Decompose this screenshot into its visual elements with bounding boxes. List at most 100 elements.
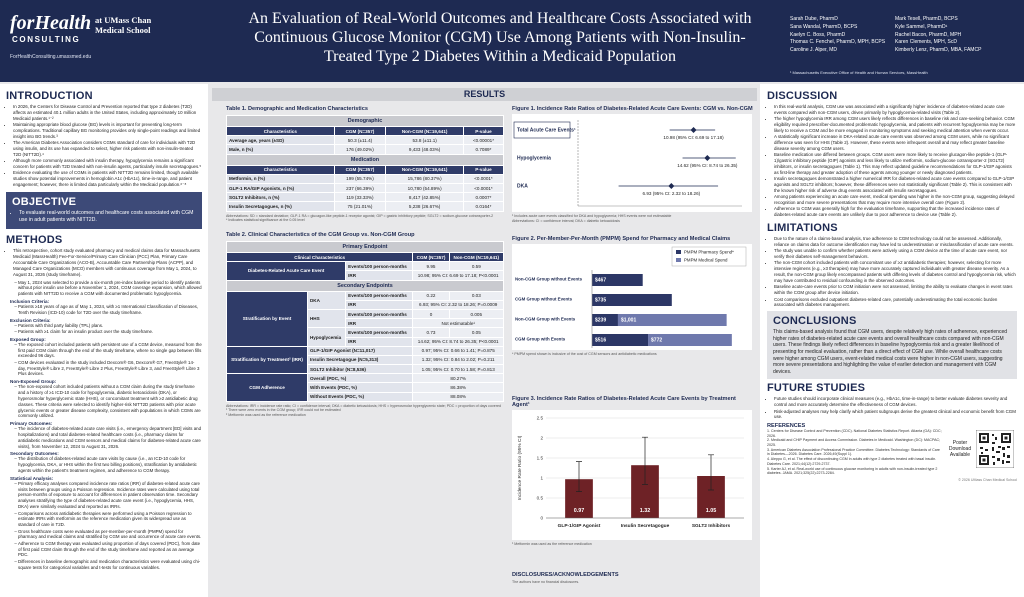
figure2: PMPM Pharmacy Spend* PMPM Medical Spend No… xyxy=(512,244,752,350)
bullet-list: Future studies should incorporate clinic… xyxy=(767,396,1017,420)
x-tick-label: SGLT2 Inhibitors xyxy=(692,523,731,529)
cell: Primary Endpoint xyxy=(226,241,504,253)
table-title: Table 2. Clinical Characteristics of the… xyxy=(226,232,415,238)
list-item: 1. Centers for Disease Control and Preve… xyxy=(767,429,942,438)
download: Poster Download Available xyxy=(947,423,1017,476)
bullet: Risk-adjusted analyses may help clarify … xyxy=(774,409,1017,421)
bullet: Although more commonly associated with i… xyxy=(13,158,202,170)
cell: 0.7089* xyxy=(462,144,505,155)
cell: <0.0001* xyxy=(462,182,505,194)
section-title: FUTURE STUDIES xyxy=(767,382,866,395)
legend-box xyxy=(671,246,747,267)
figure2-block: Figure 2. Per-Member-Per-Month (PMPM) Sp… xyxy=(512,236,754,357)
error-bar xyxy=(576,461,582,492)
cell: HHS xyxy=(306,308,347,329)
cell: 6.93; 95% CI: 2.32 to 18.26; P=0.0009 xyxy=(412,299,504,310)
list-item: Mark Tesell, PharmD, BCPS xyxy=(895,16,958,22)
bullet: Primary efficacy analyses compared incid… xyxy=(18,481,202,510)
list-item: Kyle Sammel, PharmD¹ xyxy=(895,23,948,30)
footnote: * PMPM spend shown is inclusive of the c… xyxy=(512,352,657,356)
cell: 237 (66.39%) xyxy=(333,182,387,194)
table2-block: Table 2. Clinical Characteristics of the… xyxy=(225,232,505,418)
bullet: The higher hypoglycemia IRR among CGM us… xyxy=(774,116,1017,133)
category-label: Non-CGM Group with Events xyxy=(515,317,576,322)
data-row: GLP-1 RA/GIP Agonists, n (%) 237 (66.39%)… xyxy=(226,182,505,194)
data-row: IRR 10.98; 95% CI: 6.69 to 17.18; P<0.000… xyxy=(227,270,504,281)
value-label: $467 xyxy=(595,278,606,284)
bullet: Adherence to CGM was generally high for … xyxy=(774,206,1017,218)
list-item: 5. Karter AJ, et al. Real-world use of c… xyxy=(767,466,938,476)
footnote: ¹ There were zero events in the CGM grou… xyxy=(226,408,341,413)
cell: 10.98; 95% CI: 6.69 to 17.18; P<0.0001 xyxy=(412,270,504,281)
legend-label: PMPM Pharmacy Spend* xyxy=(684,250,734,255)
bullet: Baseline acute-care events prior to CGM … xyxy=(774,284,1017,296)
data-row: CGM Adherence Overall (PDC, %) 80.27% xyxy=(226,373,504,402)
bullet: This retrospective, cohort study evaluat… xyxy=(13,248,202,277)
column-header: CGM (N=357) xyxy=(333,164,387,175)
references: REFERENCES 1. Centers for Disease Contro… xyxy=(767,423,943,476)
bullet: Among patients experiencing an acute car… xyxy=(774,194,1017,206)
footnote: Abbreviations: IRR = incidence rate rati… xyxy=(226,403,501,408)
column-header: Characteristics xyxy=(226,125,335,137)
section-title: CONCLUSIONS xyxy=(773,315,857,328)
error-bar xyxy=(708,454,714,491)
value-label: 10.98 (95% CI: 6.69 to 17.18) xyxy=(663,135,724,140)
cell: 80.27% xyxy=(412,373,504,384)
y-tick-label: 0 xyxy=(540,516,543,521)
cell: Clinical Characteristics xyxy=(225,251,414,263)
cell: With Events (PDC, %) xyxy=(306,382,414,393)
affiliation: at UMass Chan Medical School xyxy=(95,15,152,35)
value-label: $735 xyxy=(595,298,606,304)
value-label: 14.62 (95% CI: 8.74 to 26.35) xyxy=(677,163,738,168)
qr-code[interactable] xyxy=(976,430,1014,469)
cell: 14.62; 95% CI: 8.74 to 26.35; P<0.0001 xyxy=(412,336,504,347)
bullet: Baseline medication use differed between… xyxy=(774,152,1017,175)
cell: 0.97; 95% CI: 0.66 to 1.41; P=0.875 xyxy=(412,345,504,356)
x-tick-label: GLP-1/GIP Agonist xyxy=(558,523,601,529)
url: ForHealthConsulting.umassmed.edu xyxy=(10,54,92,60)
subheading: Statistical Analysis: xyxy=(10,475,54,481)
subheading: Exposed Group: xyxy=(10,336,46,342)
subheading: Exclusion Criteria: xyxy=(10,317,51,323)
section-title: REFERENCES xyxy=(767,423,806,430)
bullet-list: In this real-world analysis, CGM use was… xyxy=(767,104,1017,218)
value-label: $1,001 xyxy=(621,318,637,324)
data-row: Diabetes-Related Acute Care Event Events/… xyxy=(225,261,505,281)
sub-list: The exposed cohort included patients wit… xyxy=(6,342,202,377)
cell: GLP-1/GIP Agonist (N=11,017) xyxy=(306,345,414,356)
bar-segment xyxy=(592,274,643,286)
logo-sub: CONSULTING xyxy=(12,35,81,44)
cell: 0.22 xyxy=(412,290,450,301)
bullet: Patients with third party liability (TPL… xyxy=(18,323,202,329)
section-row: Secondary Endpoints xyxy=(226,279,504,292)
data-row: Average age, years (±SD) 50.3 (±11.4) 53.8… xyxy=(226,135,505,146)
data-row: Male, n (%) 176 (49.02%) 9,433 (48.03%) 0.7… xyxy=(226,144,505,155)
cell: <0.0001* xyxy=(462,173,505,184)
data-row: Stratification by Event DKA Events/100 per… xyxy=(226,290,505,347)
bullet: Patients with ≥1 claim for an insulin pr… xyxy=(18,329,202,335)
error-bar xyxy=(642,436,648,485)
subheading: Primary Outcomes: xyxy=(10,421,53,427)
bullet: Adherence to CGM therapy was evaluated u… xyxy=(18,541,202,558)
figure1-block: Figure 1. Incidence Rate Ratios of Diabe… xyxy=(512,106,754,223)
authors-left: Sarah Dube, PharmD Sana Wandal, PharmD, B… xyxy=(790,16,900,55)
table-title: Table 1. Demographic and Medication Char… xyxy=(226,106,368,112)
cell: 15,786 (80.37%) xyxy=(385,173,464,184)
cell: 8,417 (42.85%) xyxy=(385,192,464,203)
bar-segment xyxy=(592,334,649,346)
bullet: In this real-world analysis, CGM use was… xyxy=(774,104,1017,116)
footnote: Abbreviations: CI = confidence interval;… xyxy=(512,218,620,223)
bullet-list: In 2026, the Centers for Disease Control… xyxy=(6,104,202,188)
cell: 0.0007* xyxy=(462,192,505,203)
logo: forHealth xyxy=(10,12,92,34)
data-row: Without Events (PDC, %) 88.08% xyxy=(227,391,504,402)
conclusion-text: This claims-based analysis found that CG… xyxy=(773,329,1008,375)
section-title: INTRODUCTION xyxy=(6,90,93,102)
category-label: Hypoglycemia xyxy=(517,156,551,162)
bullet: The distribution of diabetes-related acu… xyxy=(18,456,202,473)
footnote: ² Metformin was used as the reference me… xyxy=(226,413,306,418)
cell: Stratification by Treatment² (IRR) xyxy=(226,345,308,375)
cell: 0 xyxy=(412,308,450,320)
cell: <0.00001* xyxy=(462,135,505,146)
